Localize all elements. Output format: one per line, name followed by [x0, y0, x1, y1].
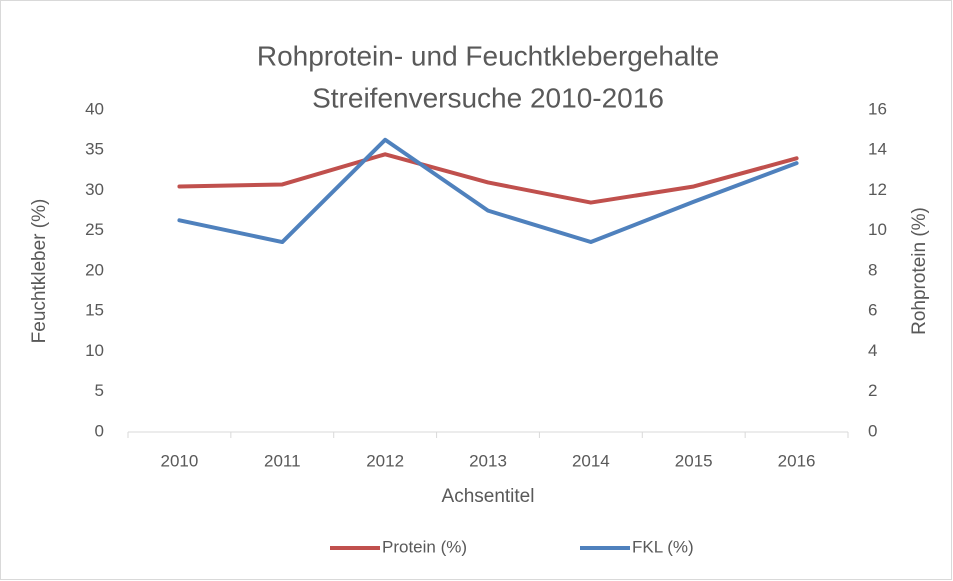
x-tick-label: 2015: [675, 451, 713, 470]
x-tick-label: 2014: [572, 451, 610, 470]
y2-tick-label: 4: [868, 341, 877, 360]
y2-tick-label: 12: [868, 180, 887, 199]
y2-tick-label: 0: [868, 421, 877, 440]
x-tick-label: 2013: [469, 451, 507, 470]
x-tick-label: 2011: [264, 451, 301, 470]
chart-title: Streifenversuche 2010-2016: [312, 82, 664, 113]
y-tick-label: 0: [95, 421, 104, 440]
y-tick-label: 30: [85, 180, 104, 199]
y2-tick-label: 10: [868, 220, 887, 239]
series-line: [177, 152, 799, 205]
y2-tick-label: 14: [868, 140, 887, 159]
y-tick-label: 35: [85, 140, 104, 159]
y-tick-label: 15: [85, 301, 104, 320]
y-tick-label: 40: [85, 99, 104, 118]
y2-tick-label: 2: [868, 381, 877, 400]
legend-label: Protein (%): [382, 537, 467, 556]
chart-title: Rohprotein- und Feuchtklebergehalte: [257, 40, 719, 71]
y2-tick-label: 6: [868, 301, 877, 320]
y-tick-label: 25: [85, 220, 104, 239]
y-axis-title: Feuchtkleber (%): [29, 199, 50, 344]
y-tick-label: 20: [85, 260, 104, 279]
legend-label: FKL (%): [632, 537, 694, 556]
x-tick-label: 2016: [778, 451, 816, 470]
y2-tick-label: 8: [868, 260, 877, 279]
x-tick-label: 2012: [366, 451, 404, 470]
y-tick-label: 5: [95, 381, 104, 400]
y2-tick-label: 16: [868, 99, 887, 118]
x-axis-title: Achsentitel: [442, 486, 535, 507]
y-tick-label: 10: [85, 341, 104, 360]
series-line: [177, 137, 799, 245]
y2-axis-title: Rohprotein (%): [909, 207, 930, 335]
x-tick-label: 2010: [161, 451, 199, 470]
